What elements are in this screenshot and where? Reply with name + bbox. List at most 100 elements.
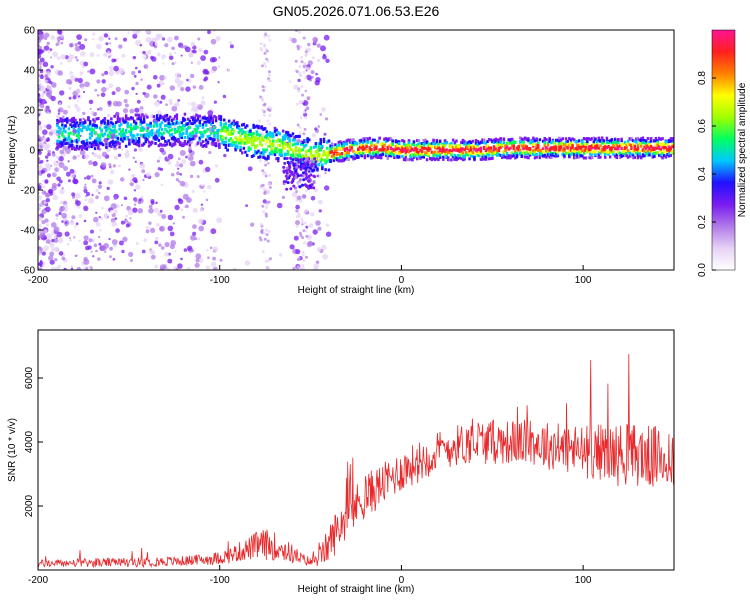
noise-dot	[314, 127, 318, 131]
ridge-cell	[587, 156, 591, 159]
ridge-cell	[66, 141, 69, 145]
ridge-cell	[299, 155, 303, 159]
ridge-cell	[443, 149, 447, 153]
noise-dot	[126, 47, 132, 53]
ridge-cell	[577, 143, 581, 147]
chart-title: GN05.2026.071.06.53.E26	[273, 3, 440, 19]
tail-dot	[294, 186, 297, 190]
noise-dot	[48, 188, 54, 194]
ridge-cell	[597, 136, 600, 140]
noise-dot	[320, 45, 326, 52]
ridge-cell	[602, 139, 605, 143]
ridge-cell	[216, 136, 219, 140]
noise-dot	[70, 267, 74, 270]
ridge-cell	[468, 149, 471, 153]
ridge-cell	[170, 144, 174, 148]
noise-dot	[322, 253, 329, 260]
ridge-cell	[159, 125, 162, 129]
ridge-cell	[571, 152, 574, 156]
ridge-cell	[659, 148, 663, 152]
noise-dot	[324, 117, 329, 121]
noise-dot	[84, 53, 91, 60]
ridge-cell	[69, 123, 72, 127]
noise-dot	[73, 236, 76, 240]
ridge-cell	[203, 120, 206, 124]
noise-dot	[62, 145, 68, 151]
ridge-cell	[494, 147, 497, 151]
ridge-cell	[618, 144, 622, 148]
ridge-cell	[129, 127, 133, 131]
noise-dot	[201, 235, 207, 241]
ridge-cell	[656, 144, 659, 148]
ridge-cell	[218, 128, 221, 132]
ridge-cell	[308, 149, 311, 153]
ridge-cell	[198, 138, 201, 142]
ridge-cell	[198, 121, 201, 124]
ridge-cell	[242, 122, 246, 126]
ridge-cell	[224, 122, 228, 126]
ridge-cell	[594, 153, 597, 157]
tail-dot	[295, 162, 299, 166]
ridge-cell	[525, 155, 528, 159]
streak-dot	[297, 71, 301, 75]
ridge-cell	[169, 142, 172, 146]
ridge-cell	[651, 148, 654, 152]
ridge-cell	[438, 149, 442, 152]
noise-dot	[97, 60, 104, 67]
streak-dot	[264, 64, 268, 68]
streak-dot	[262, 88, 266, 92]
ridge-cell	[299, 160, 303, 164]
noise-dot	[83, 104, 86, 107]
noise-dot	[59, 149, 65, 155]
ridge-cell	[247, 133, 250, 137]
ridge-cell	[466, 145, 470, 149]
ridge-cell	[95, 126, 98, 129]
ridge-cell	[672, 152, 674, 155]
ridge-cell	[574, 147, 578, 150]
colorbar-tick-label: 0.8	[697, 71, 708, 85]
ridge-cell	[56, 142, 59, 146]
noise-dot	[135, 242, 139, 245]
ridge-cell	[465, 151, 468, 155]
noise-dot	[96, 54, 100, 57]
ridge-cell	[633, 155, 636, 159]
ridge-cell	[365, 142, 368, 146]
noise-dot	[216, 217, 223, 224]
ridge-cell	[471, 144, 475, 148]
ridge-cell	[329, 147, 332, 151]
ridge-cell	[484, 155, 488, 159]
ridge-cell	[308, 138, 311, 142]
ridge-cell	[236, 146, 239, 150]
noise-dot	[74, 225, 77, 228]
streak-dot	[266, 119, 270, 123]
ridge-cell	[347, 154, 350, 158]
ridge-cell	[209, 122, 213, 126]
ridge-cell	[67, 137, 71, 140]
ridge-cell	[234, 144, 237, 148]
noise-dot	[205, 265, 210, 270]
ridge-cell	[146, 115, 149, 119]
ridge-cell	[296, 153, 300, 157]
ridge-cell	[252, 139, 255, 143]
noise-dot	[115, 228, 120, 233]
ridge-cell	[160, 136, 164, 140]
noise-dot	[39, 159, 44, 164]
ridge-cell	[519, 140, 522, 144]
noise-dot	[205, 198, 209, 202]
ridge-cell	[134, 113, 138, 117]
ridge-cell	[543, 138, 546, 141]
ridge-cell	[540, 149, 543, 153]
noise-dot	[131, 70, 136, 76]
noise-dot	[194, 262, 200, 268]
ridge-cell	[129, 123, 133, 127]
ridge-cell	[100, 141, 103, 145]
noise-dot	[38, 267, 42, 270]
ridge-cell	[227, 124, 231, 128]
ridge-cell	[667, 145, 671, 149]
ridge-cell	[185, 122, 188, 126]
ridge-cell	[242, 146, 246, 150]
noise-dot	[173, 103, 177, 107]
noise-dot	[57, 70, 63, 76]
ridge-cell	[373, 151, 376, 155]
noise-dot	[47, 49, 51, 54]
